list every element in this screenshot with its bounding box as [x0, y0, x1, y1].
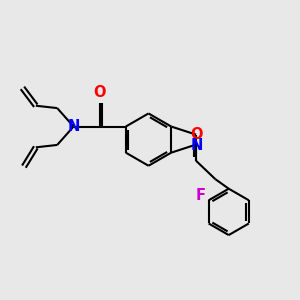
- Text: F: F: [195, 188, 206, 203]
- Text: N: N: [190, 138, 203, 153]
- Text: O: O: [94, 85, 106, 100]
- Text: O: O: [190, 127, 203, 142]
- Text: N: N: [68, 119, 80, 134]
